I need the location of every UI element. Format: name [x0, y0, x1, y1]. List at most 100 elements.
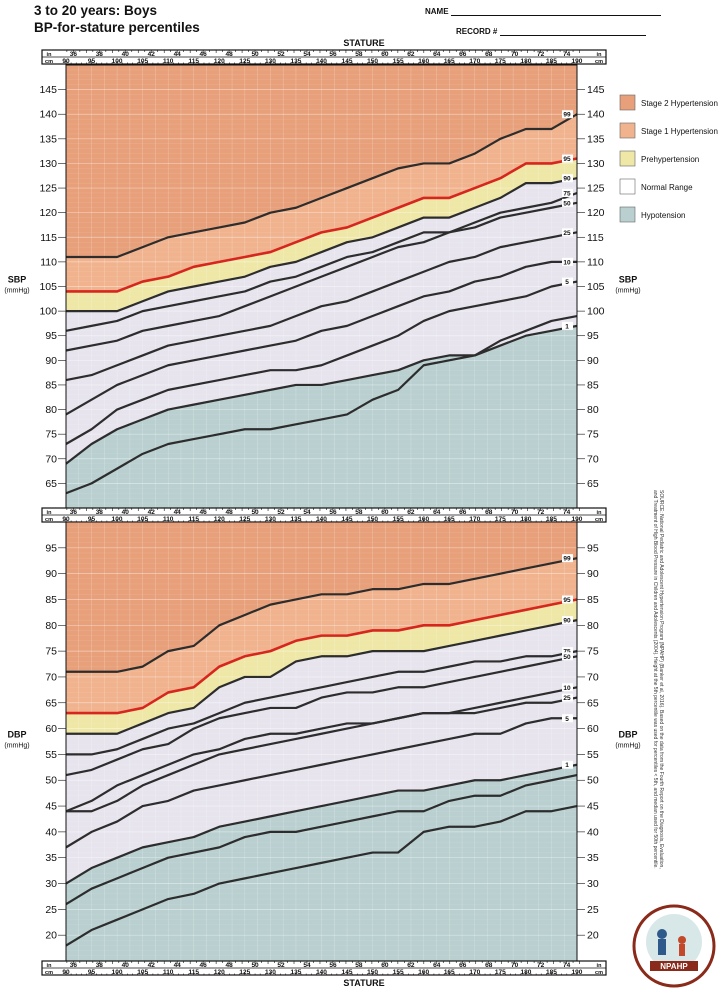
panel-dbp-yunit-left: (mmHg) — [4, 743, 29, 750]
panel-dbp-ytick-label-right: 45 — [587, 801, 599, 813]
stature-axis-middle-inch-label: 50 — [251, 509, 259, 516]
panel-sbp-ytick-label-right: 80 — [587, 404, 599, 416]
npahp-logo: NPAHP — [632, 904, 716, 988]
stature-axis-top-cm-label-right: cm — [595, 59, 603, 65]
stature-axis-middle-cm-label: 160 — [418, 516, 429, 523]
stature-axis-top-cm-label: 105 — [137, 58, 148, 65]
panel-dbp-series-label-bg — [562, 693, 573, 702]
stature-title-top: STATURE — [343, 38, 385, 48]
stature-axis-middle-inch-label: 36 — [70, 509, 78, 516]
record-input-line[interactable] — [499, 26, 646, 36]
panel-dbp-series-5th — [65, 717, 577, 849]
stature-axis-middle-in-label-right: in — [597, 510, 603, 516]
panel-dbp-series-label-bg — [562, 647, 573, 656]
panel-dbp-series-label-bg — [562, 714, 573, 723]
panel-sbp-ytick-label-right: 100 — [587, 306, 605, 318]
panel-sbp-series-label-bg — [562, 198, 573, 207]
panel-sbp-ytick-label-right: 135 — [587, 133, 605, 145]
stature-axis-top-inch-label: 68 — [485, 51, 493, 58]
stature-axis-top-inch-label: 66 — [459, 51, 467, 58]
stature-axis-middle-cm-label: 90 — [62, 516, 70, 523]
panel-dbp-ytick-label-right: 30 — [587, 878, 599, 890]
record-field[interactable]: RECORD # — [456, 26, 646, 36]
logo-figure-child-icon — [678, 936, 686, 944]
logo-figure-body-icon — [658, 939, 666, 955]
stature-axis-middle-inch-label: 66 — [459, 509, 467, 516]
panel-dbp-series-label-25th: 25 — [563, 695, 571, 702]
panel-sbp-ytick-label-right: 85 — [587, 379, 599, 391]
stature-axis-top-inch-label: 52 — [277, 51, 285, 58]
panel-sbp-ytick-label-left: 110 — [40, 256, 57, 268]
stature-axis-top — [41, 49, 607, 65]
stature-axis-top-inch-label: 46 — [200, 51, 208, 58]
legend-label-2: Prehypertension — [641, 155, 699, 164]
stature-axis-bottom-inch-label: 38 — [96, 962, 104, 969]
stature-title-bottom: STATURE — [343, 978, 385, 988]
panel-sbp-ytick-label-left: 145 — [39, 84, 57, 96]
stature-axis-bottom-inch-label: 46 — [200, 962, 208, 969]
panel-dbp-series-label-90th: 90 — [563, 618, 571, 625]
stature-axis-top-cm-label: 165 — [444, 58, 455, 65]
stature-axis-bottom-cm-label: 120 — [214, 969, 225, 976]
stature-axis-top-inch-label: 62 — [407, 51, 415, 58]
stature-axis-middle-cm-label: 155 — [393, 516, 404, 523]
name-field[interactable]: NAME — [425, 6, 661, 16]
stature-axis-middle-inch-label: 70 — [511, 509, 519, 516]
stature-axis-top-in-label-right: in — [597, 52, 603, 58]
panel-sbp-ytick-label-left: 85 — [45, 379, 57, 391]
stature-axis-bottom-inch-label: 62 — [407, 962, 415, 969]
stature-axis-bottom-inch-label: 70 — [511, 962, 519, 969]
panel-sbp-series-75th — [65, 191, 578, 332]
panel-sbp-ytick-label-left: 135 — [39, 133, 57, 145]
logo-figure-child-body-icon — [679, 944, 685, 956]
stature-axis-top-cm-label: 115 — [189, 58, 200, 65]
panel-sbp-series-1st — [65, 324, 578, 465]
panel-dbp-series-floor — [65, 804, 578, 947]
panel-sbp-series-label-75th: 75 — [563, 190, 571, 197]
panel-sbp-ytick-label-right: 110 — [587, 256, 604, 268]
panel-sbp-series-label-bg — [562, 110, 573, 119]
panel-sbp-ytick-label-right: 75 — [587, 429, 599, 441]
panel-dbp-series-50th — [65, 655, 578, 777]
stature-axis-top-cm-label: 160 — [418, 58, 429, 65]
panel-sbp-series-95th — [66, 157, 578, 293]
stature-axis-middle-cm-label: 100 — [112, 516, 123, 523]
name-label: NAME — [425, 7, 449, 16]
panel-sbp-yunit-right: (mmHg) — [615, 288, 640, 295]
name-input-line[interactable] — [450, 6, 661, 16]
stature-axis-middle-cm-label: 125 — [239, 516, 250, 523]
stature-axis-top-cm-label: 125 — [239, 58, 250, 65]
panel-sbp-series-label-bg — [562, 188, 573, 197]
panel-sbp-series-label-95th: 95 — [563, 156, 571, 163]
panel-dbp-ytick-label-right: 35 — [587, 852, 599, 864]
panel-sbp-ytick-label-left: 70 — [45, 453, 57, 465]
panel-dbp-series-label-95th: 95 — [563, 597, 571, 604]
stature-axis-top-cm-label: 190 — [572, 58, 583, 65]
panel-sbp-series-label-bg — [562, 174, 573, 183]
stature-axis-bottom-inch-label: 64 — [433, 962, 441, 969]
stature-axis-top-cm-label: 175 — [495, 58, 506, 65]
stature-axis-bottom-inch-label: 60 — [381, 962, 389, 969]
panel-dbp-series-label-5th: 5 — [565, 716, 569, 723]
panel-dbp-yunit-right: (mmHg) — [615, 743, 640, 750]
stature-axis-middle-inch-label: 74 — [563, 509, 571, 516]
panel-sbp-series-90th — [66, 177, 578, 313]
panel-sbp-ytick-label-right: 115 — [587, 232, 604, 244]
stature-axis-top-inch-label: 60 — [381, 51, 389, 58]
stature-axis-top-inch-label: 36 — [70, 51, 78, 58]
panel-sbp-ytick-label-left: 140 — [39, 109, 57, 121]
legend-swatch-4 — [619, 206, 636, 223]
stature-axis-bottom-cm-label: 145 — [342, 969, 353, 976]
stature-axis-middle-inch-label: 72 — [537, 509, 545, 516]
stature-axis-middle-inch-label: 58 — [355, 509, 363, 516]
panel-sbp-ytick-label-right: 130 — [587, 158, 605, 170]
panel-sbp-ytick-label-right: 70 — [587, 453, 599, 465]
panel-sbp-series-50th — [65, 201, 578, 352]
stature-axis-bottom-cm-label: cm — [45, 970, 53, 976]
panel-sbp-ytick-label-left: 115 — [40, 232, 57, 244]
panel-sbp-series-label-10th: 10 — [563, 259, 571, 266]
stature-axis-middle-inch-label: 54 — [303, 509, 311, 516]
stature-axis-bottom-cm-label: 115 — [189, 969, 200, 976]
panel-dbp-series-1st — [65, 763, 578, 885]
